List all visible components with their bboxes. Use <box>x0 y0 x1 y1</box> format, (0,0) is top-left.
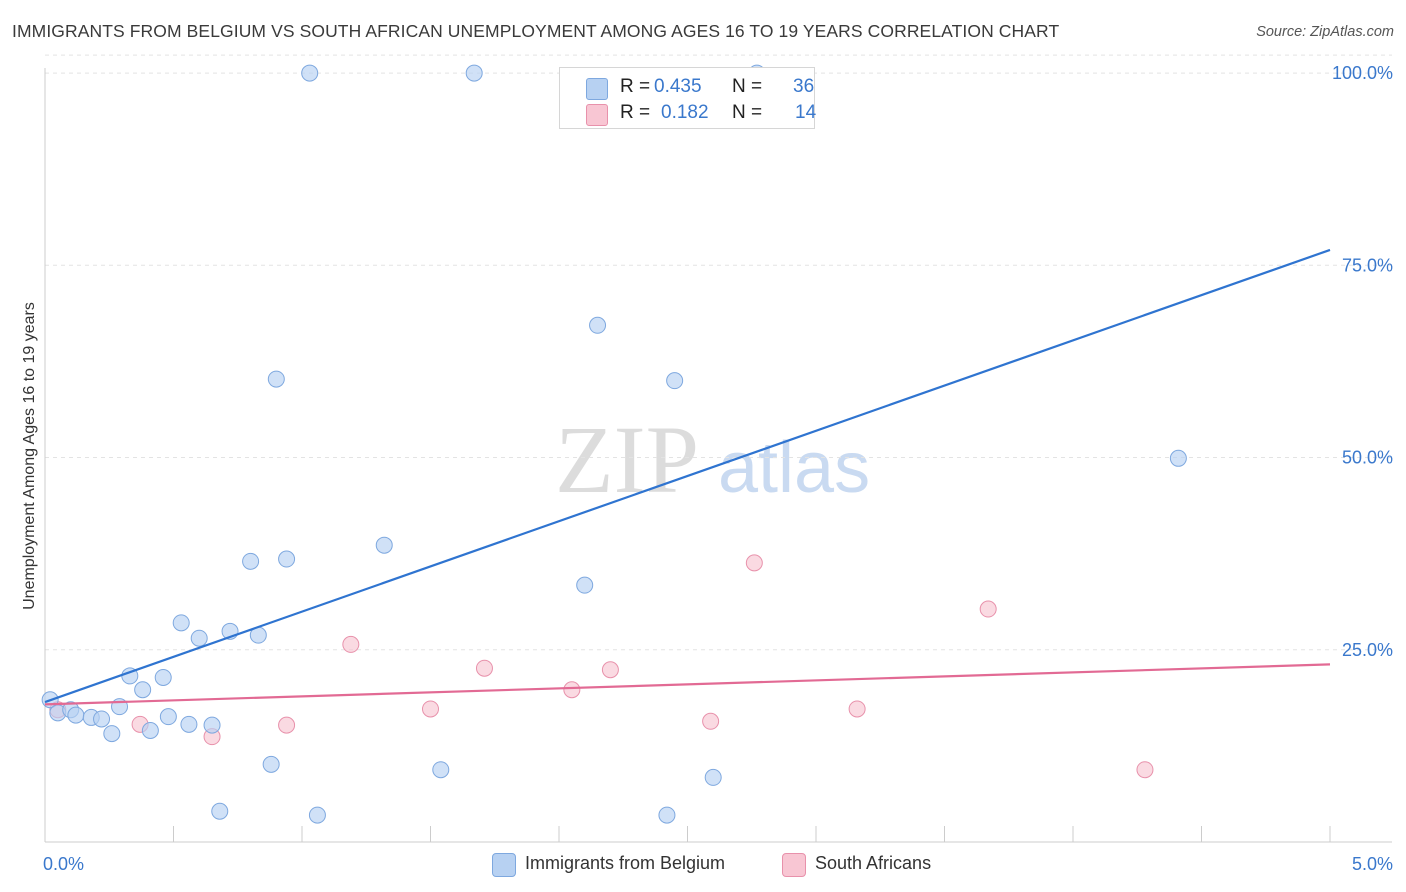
belgium-point <box>141 722 159 740</box>
south-africans-trendline <box>44 663 1331 706</box>
belgium-point <box>278 550 296 568</box>
belgium-point <box>103 725 121 743</box>
belgium-point <box>242 552 260 570</box>
n-label: N = <box>732 76 763 97</box>
legend-label-belgium: Immigrants from Belgium <box>525 853 726 873</box>
south-africans-point <box>475 659 493 677</box>
south-africans-point <box>745 554 763 572</box>
south-africans-point <box>342 635 360 653</box>
belgium-point <box>704 768 722 786</box>
y-tick-label: 75.0% <box>1342 255 1393 275</box>
belgium-point <box>211 802 229 820</box>
x-tick-label-start: 0.0% <box>43 854 84 874</box>
belgium-point <box>180 715 198 733</box>
legend-swatch-blue <box>586 78 608 100</box>
belgium-point <box>301 64 319 82</box>
series-legend: Immigrants from Belgium South Africans <box>0 852 1406 878</box>
y-axis-label: Unemployment Among Ages 16 to 19 years <box>21 302 38 610</box>
legend-swatch-pink <box>586 104 608 126</box>
chart-title: IMMIGRANTS FROM BELGIUM VS SOUTH AFRICAN… <box>12 21 1060 41</box>
watermark-atlas: atlas <box>718 428 870 508</box>
belgium-point <box>159 708 177 726</box>
n-label: N = <box>732 102 763 123</box>
n-value: 14 <box>795 102 817 123</box>
south-africans-point <box>601 661 619 679</box>
belgium-point <box>432 761 450 779</box>
legend-label-south-africans: South Africans <box>815 853 932 873</box>
belgium-point <box>658 806 676 824</box>
legend-swatch-blue <box>492 853 516 877</box>
n-value: 36 <box>793 76 815 97</box>
x-tick-label-end: 5.0% <box>1352 854 1393 874</box>
r-value: 0.435 <box>654 76 702 97</box>
south-africans-point <box>1136 761 1154 779</box>
y-tick-label: 25.0% <box>1342 640 1393 660</box>
south-africans-point <box>702 712 720 730</box>
r-label: R = <box>620 102 651 123</box>
south-africans-point <box>422 700 439 718</box>
y-tick-label: 50.0% <box>1342 448 1393 468</box>
belgium-point <box>465 64 483 82</box>
belgium-point <box>67 706 85 724</box>
watermark-zip: ZIP <box>555 406 699 513</box>
belgium-point <box>576 576 594 594</box>
belgium-point <box>93 710 111 728</box>
belgium-point <box>203 716 221 734</box>
south-africans-point <box>563 681 581 699</box>
legend-swatch-pink <box>782 853 806 877</box>
belgium-point <box>666 372 684 390</box>
stats-legend: R = 0.435 N = 36 R = 0.182 N = 14 <box>559 67 817 129</box>
r-value: 0.182 <box>661 102 709 123</box>
belgium-point <box>308 806 326 824</box>
belgium-point <box>154 668 172 686</box>
belgium-point <box>172 614 190 632</box>
source-credit: Source: ZipAtlas.com <box>1256 24 1394 40</box>
south-africans-point <box>848 700 866 718</box>
r-label: R = <box>620 76 651 97</box>
south-africans-point <box>278 716 296 734</box>
belgium-point <box>262 755 280 773</box>
belgium-point <box>589 316 607 334</box>
south-africans-point <box>979 600 997 618</box>
y-tick-label: 100.0% <box>1332 63 1393 83</box>
belgium-point <box>190 629 208 647</box>
belgium-trendline <box>44 248 1331 704</box>
belgium-point <box>1169 449 1187 467</box>
belgium-point <box>375 536 393 554</box>
belgium-point <box>134 681 152 699</box>
belgium-point <box>267 370 285 388</box>
